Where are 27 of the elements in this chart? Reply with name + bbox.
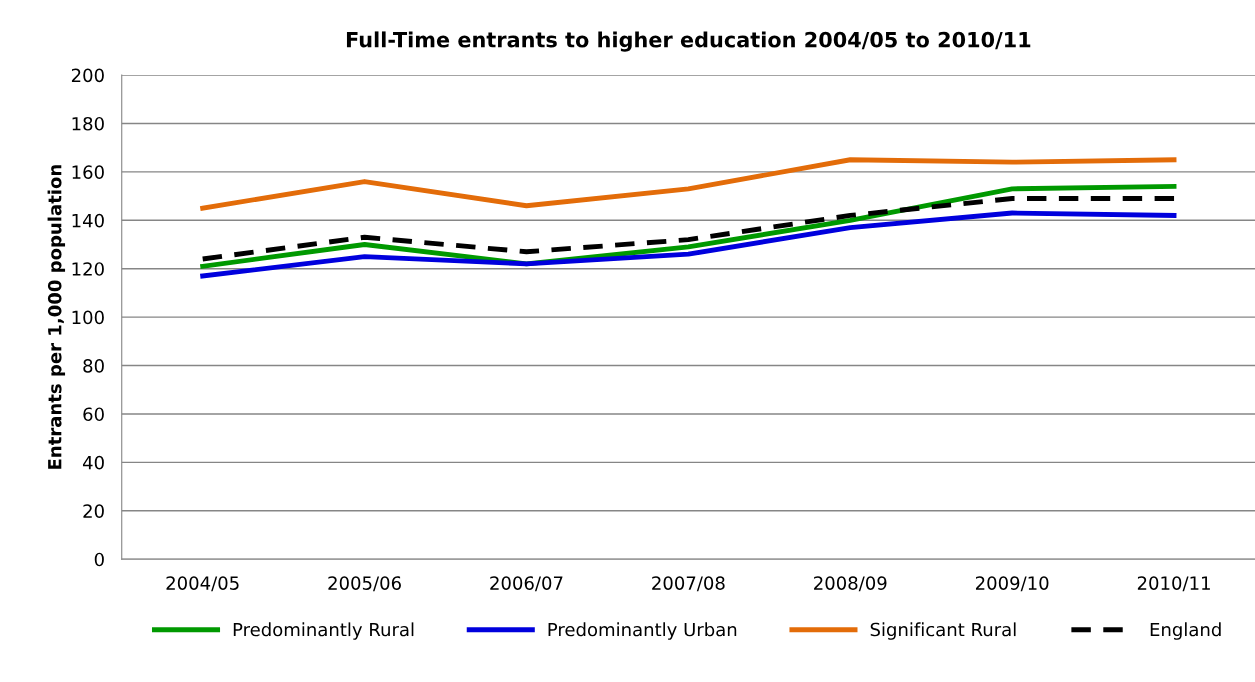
y-tick-label: 200 [71, 68, 104, 83]
legend-label: Predominantly Rural [233, 622, 414, 640]
chart-title: Full-Time entrants to higher education 2004/05 to 2010/11 [346, 31, 1031, 52]
x-tick-label: 2005/06 [328, 576, 401, 592]
y-tick-label: 0 [94, 552, 104, 567]
legend-label: England [1150, 622, 1221, 640]
x-tick-label: 2010/11 [1137, 576, 1210, 592]
y-tick-label: 60 [83, 407, 104, 422]
y-tick-label: 20 [83, 504, 104, 518]
x-tick-label: 2008/09 [814, 576, 887, 592]
y-tick-label: 160 [72, 165, 104, 179]
y-tick-label: 140 [72, 213, 104, 228]
y-tick-label: 80 [83, 359, 104, 373]
x-tick-label: 2004/05 [166, 576, 239, 592]
y-tick-label: 100 [72, 310, 104, 325]
x-tick-label: 2009/10 [975, 576, 1049, 592]
x-tick-label: 2007/08 [652, 576, 725, 592]
y-tick-label: 40 [82, 455, 104, 470]
line-series [200, 210, 1177, 279]
line-series [200, 196, 1177, 262]
legend-label: Significant Rural [870, 622, 1016, 640]
line-series [200, 157, 1177, 211]
y-tick-label: 120 [72, 262, 104, 276]
y-tick-label: 180 [72, 116, 104, 131]
legend-label: Predominantly Urban [548, 622, 737, 640]
y-axis-title: Entrants per 1,000 population [47, 165, 66, 469]
x-tick-label: 2006/07 [490, 576, 563, 592]
